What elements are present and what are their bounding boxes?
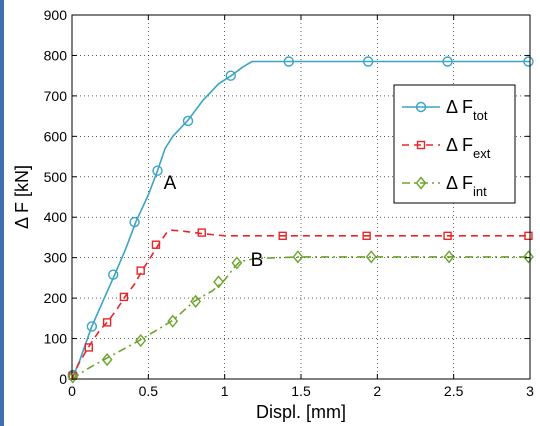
series-line-int (71, 256, 530, 380)
data-point-int (101, 352, 113, 367)
y-tick-label: 900 (44, 7, 68, 23)
y-tick-label: 200 (44, 290, 68, 306)
y-tick-label: 800 (44, 47, 68, 63)
x-tick-label: 2.5 (444, 383, 464, 399)
data-point-ext (443, 231, 452, 241)
legend-marker-int (415, 176, 427, 190)
data-point-ext (136, 266, 145, 275)
annotations: AB (164, 173, 264, 271)
annotation-a: A (164, 173, 177, 194)
data-point-ext (84, 343, 93, 352)
data-point-int (190, 294, 202, 308)
legend-marker-tot (415, 101, 427, 113)
grid (72, 15, 530, 379)
data-point-tot (283, 56, 294, 67)
plot-series (67, 56, 534, 384)
data-point-int (443, 250, 455, 264)
data-point-tot (86, 321, 98, 332)
data-point-tot (442, 56, 453, 67)
data-point-ext (197, 228, 206, 237)
x-tick-label: 0.5 (139, 383, 159, 399)
data-point-int (365, 250, 377, 264)
series-line-ext (71, 229, 530, 380)
series-line-tot (71, 60, 530, 380)
data-point-ext (524, 231, 533, 241)
data-point-tot (182, 115, 194, 127)
data-point-int (523, 250, 534, 264)
data-point-ext (278, 231, 287, 241)
data-point-int (135, 333, 147, 348)
data-point-int (213, 275, 224, 289)
data-point-ext (102, 318, 112, 327)
y-tick-label: 400 (44, 209, 68, 225)
y-tick-label: 600 (44, 128, 68, 144)
x-tick-label: 3 (526, 383, 534, 399)
y-tick-label: 100 (44, 331, 68, 347)
legend-marker-ext (416, 140, 426, 150)
x-tick-label: 2 (373, 383, 381, 399)
y-tick-label: 0 (59, 371, 67, 387)
data-point-int (167, 314, 179, 328)
data-point-int (67, 370, 79, 384)
data-point-ext (362, 231, 371, 241)
y-tick-label: 700 (44, 88, 68, 104)
data-point-ext (151, 240, 161, 249)
data-point-int (231, 256, 243, 270)
data-point-tot (152, 165, 163, 176)
series-tot (67, 56, 534, 381)
x-tick-label: 0 (68, 383, 76, 399)
data-point-tot (129, 216, 140, 228)
data-point-ext (119, 292, 129, 302)
x-axis-title: Displ. [mm] (256, 402, 346, 422)
series-int (67, 250, 534, 384)
x-tick-label: 1.5 (291, 383, 311, 399)
y-tick-label: 500 (44, 169, 68, 185)
data-point-tot (108, 269, 119, 280)
data-point-tot (225, 70, 236, 81)
data-point-tot (523, 56, 534, 67)
annotation-b: B (251, 250, 264, 271)
y-tick-label: 300 (44, 250, 68, 266)
data-point-tot (362, 56, 374, 67)
axis-ticks: 0 0.5 1 1.5 2 2.5 3 0 100 200 300 400 500 600 700 800 90… (44, 7, 534, 399)
x-tick-label: 1 (221, 383, 229, 399)
data-point-int (292, 250, 304, 264)
y-axis-title: Δ F [kN] (12, 165, 32, 229)
